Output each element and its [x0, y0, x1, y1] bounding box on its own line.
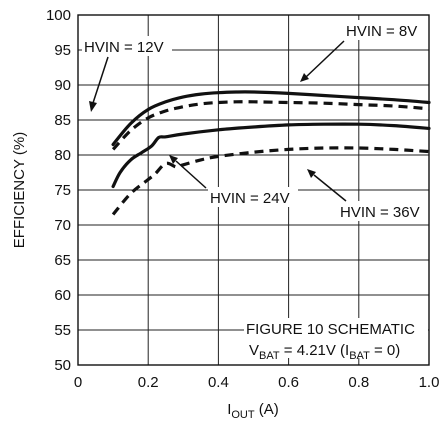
y-tick-label: 65 [54, 252, 71, 269]
y-axis-label: EFFICIENCY (%) [11, 132, 28, 248]
x-tick-label: 0 [74, 374, 82, 391]
arrow-hvin-8v [305, 40, 345, 78]
label-hvin-36v: HVIN = 36V [340, 204, 420, 221]
label-hvin-24v: HVIN = 24V [210, 190, 290, 207]
arrowhead-hvin-8v [300, 73, 309, 82]
arrowhead-hvin-12v [89, 101, 97, 112]
tick-labels: 50 55 60 65 70 75 80 85 90 95 100 0 0.2 0.4 0.6 0.8 1.0 [46, 7, 439, 391]
y-tick-label: 75 [54, 182, 71, 199]
arrowhead-hvin-36v [307, 169, 316, 178]
arrow-hvin-24v [175, 160, 207, 189]
x-axis-label: IOUT (A) [227, 401, 279, 421]
arrow-hvin-36v [313, 174, 347, 202]
y-tick-label: 90 [54, 77, 71, 94]
arrow-hvin-12v [92, 56, 109, 104]
figure-caption: FIGURE 10 SCHEMATIC [246, 321, 415, 338]
series-line-hvin-24v [111, 122, 431, 189]
series-lines [111, 90, 431, 216]
x-tick-label: 0.6 [278, 374, 299, 391]
y-tick-label: 85 [54, 112, 71, 129]
x-tick-label: 0.8 [348, 374, 369, 391]
label-hvin-12v: HVIN = 12V [84, 39, 164, 56]
y-tick-label: 70 [54, 217, 71, 234]
y-tick-label: 100 [46, 7, 71, 24]
x-tick-label: 1.0 [419, 374, 440, 391]
y-tick-label: 60 [54, 287, 71, 304]
y-tick-label: 55 [54, 322, 71, 339]
arrowhead-hvin-24v [169, 155, 178, 164]
label-hvin-8v: HVIN = 8V [346, 23, 417, 40]
y-tick-label: 80 [54, 147, 71, 164]
y-tick-label: 50 [54, 357, 71, 374]
plot-frame [77, 14, 430, 366]
series-line-hvin-36v [111, 146, 430, 216]
series-line-hvin-8v [111, 90, 431, 147]
x-tick-label: 0.4 [208, 374, 229, 391]
x-tick-label: 0.2 [138, 374, 159, 391]
annotation-arrows [89, 40, 347, 202]
vbat-condition: VBAT = 4.21V (IBAT = 0) [249, 342, 400, 362]
series-line-hvin-12v [111, 100, 430, 151]
y-tick-label: 95 [54, 42, 71, 59]
